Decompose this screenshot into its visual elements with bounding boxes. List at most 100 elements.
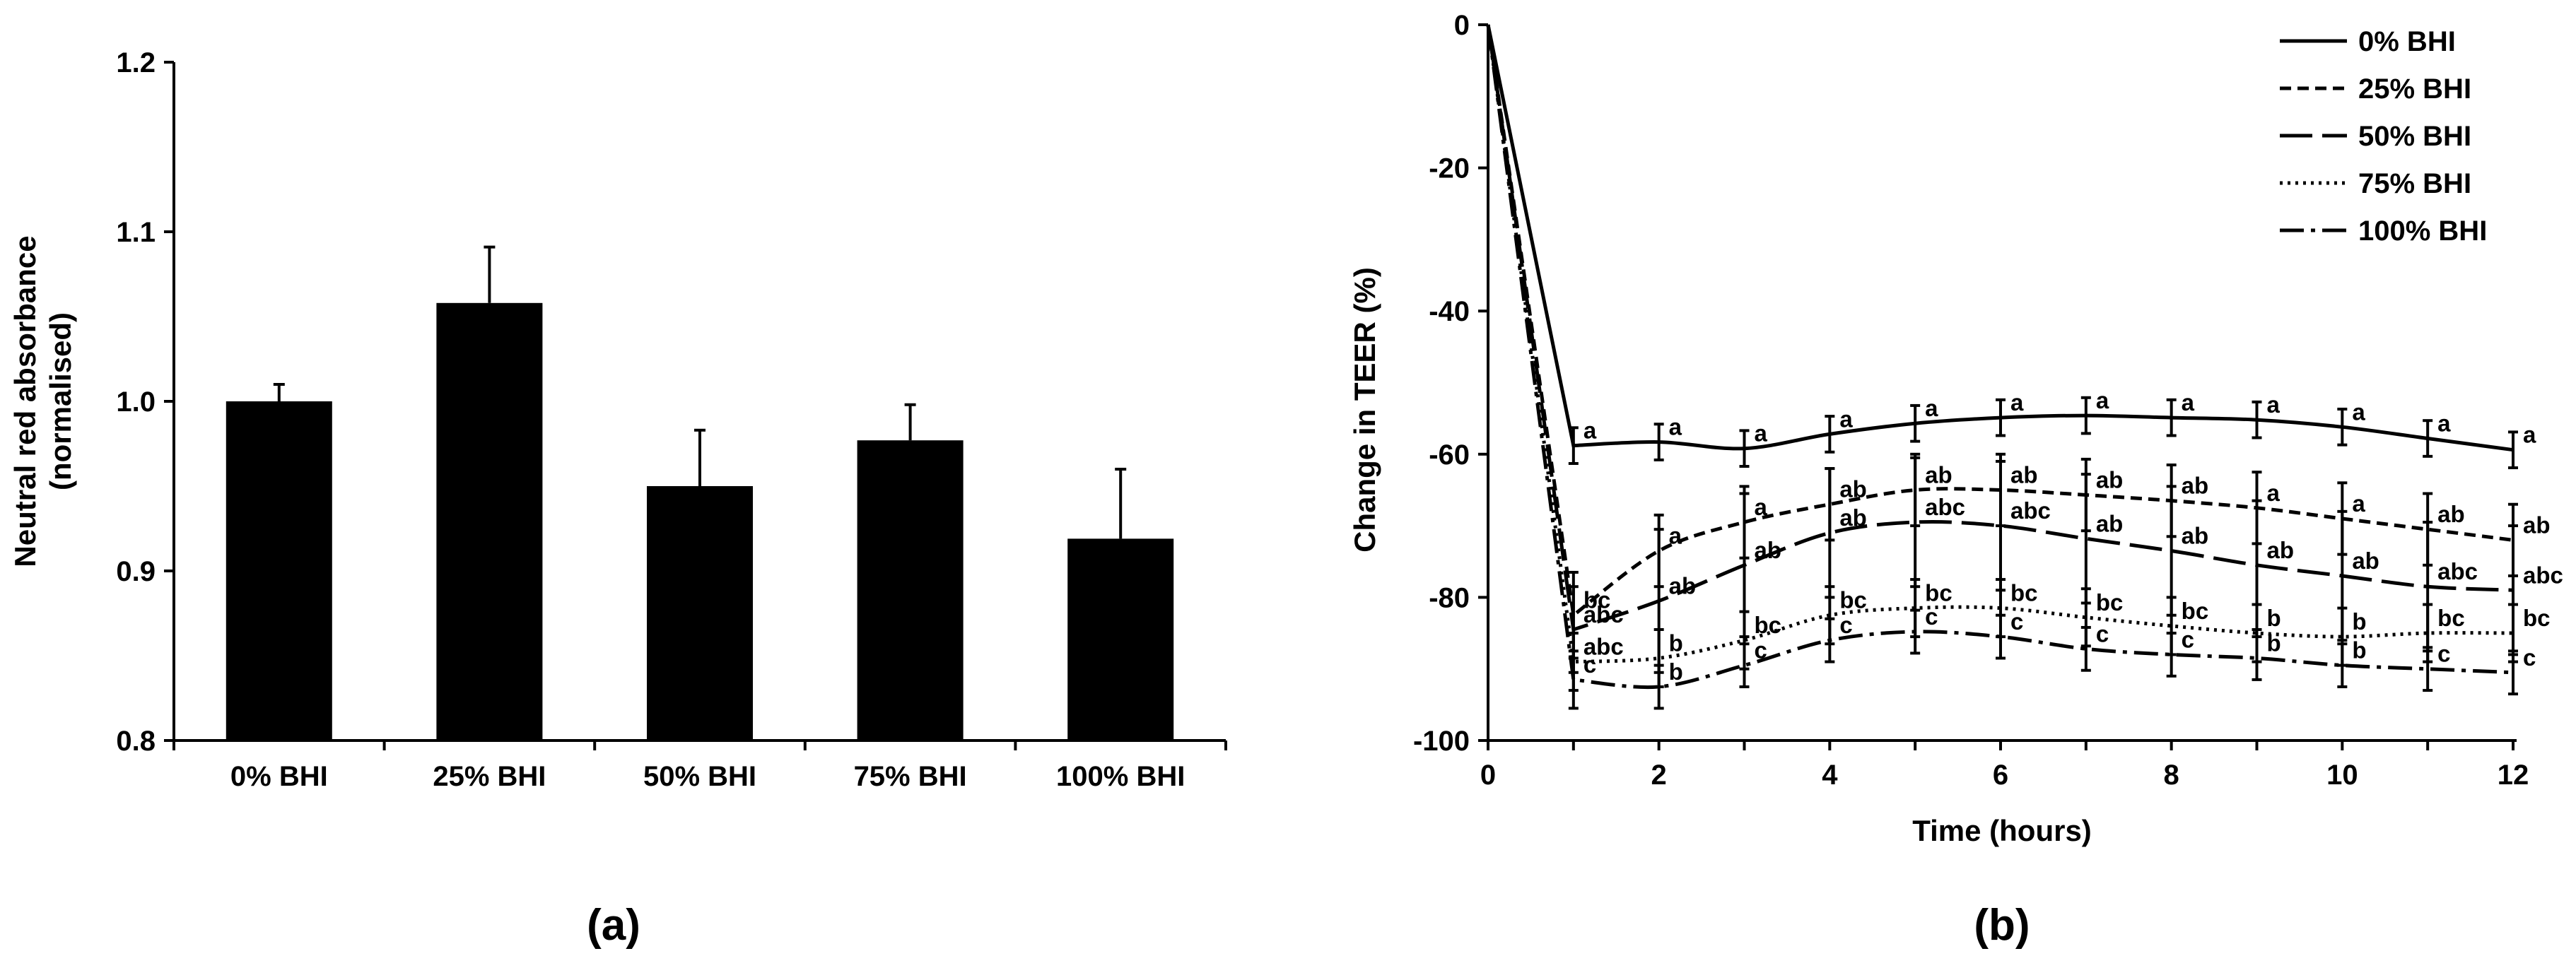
y-tick-label-2: 1.0 — [116, 386, 156, 418]
sig-label-s3-1: abc — [1583, 634, 1624, 660]
sig-label-s2-2: ab — [1669, 572, 1697, 598]
sig-label-s3-8: bc — [2182, 598, 2209, 624]
y-tick-label-4: 1.2 — [116, 47, 156, 78]
panel-label-b: (b) — [1974, 901, 2030, 950]
y-tick-label-1: -80 — [1429, 582, 1470, 613]
sig-label-s0-8: a — [2182, 389, 2195, 415]
sig-label-s3-2: b — [1669, 630, 1683, 656]
x-tick-label-2: 4 — [1822, 760, 1838, 791]
x-tick-label-4: 8 — [2164, 760, 2179, 791]
bar-series — [226, 302, 1174, 740]
legend: 0% BHI 25% BHI 50% BHI 75% BHI 100% BHI — [2280, 26, 2487, 247]
legend-label-0: 0% BHI — [2358, 26, 2456, 57]
series-line-1 — [1486, 24, 2514, 619]
error-bars — [1568, 396, 2518, 710]
sig-label-s2-10: ab — [2352, 548, 2379, 574]
sig-label-s0-3: a — [1755, 420, 1768, 447]
bar-4 — [1067, 538, 1174, 740]
sig-label-s1-4: ab — [1839, 476, 1867, 502]
series-line-2 — [1486, 24, 2514, 632]
sig-label-s3-4: bc — [1839, 587, 1867, 613]
sig-label-s0-5: a — [1925, 395, 1938, 421]
sig-label-s3-9: b — [2267, 605, 2281, 631]
sig-label-s3-7: bc — [2096, 589, 2124, 615]
sig-label-s4-12: c — [2523, 644, 2536, 671]
x-axis-label: Time (hours) — [1912, 814, 2092, 847]
sig-label-s4-8: c — [2182, 626, 2194, 652]
sig-label-s1-3: a — [1755, 494, 1768, 520]
x-tick-label-4: 100% BHI — [1056, 761, 1185, 792]
sig-label-s2-7: ab — [2096, 510, 2124, 536]
sig-label-s4-5: c — [1925, 603, 1938, 630]
sig-label-s3-6: bc — [2010, 580, 2038, 606]
x-tick-label-1: 2 — [1651, 760, 1667, 791]
sig-label-s2-5: abc — [1925, 494, 1965, 520]
sig-label-s1-6: ab — [2010, 461, 2038, 488]
sig-label-s3-10: b — [2352, 608, 2366, 635]
y-tick-label-3: 1.1 — [116, 217, 156, 248]
bar-3 — [857, 440, 964, 740]
sig-label-s0-10: a — [2352, 399, 2365, 425]
sig-label-s4-9: b — [2267, 630, 2281, 656]
sig-label-s4-3: c — [1755, 637, 1767, 663]
y-ticks: -100 -80 -60 -40 -20 0 — [1413, 10, 1488, 757]
x-tick-label-3: 75% BHI — [854, 761, 967, 792]
sig-label-s2-11: abc — [2437, 558, 2478, 584]
sig-label-s0-1: a — [1583, 418, 1597, 444]
panel-label-a: (a) — [587, 901, 640, 950]
sig-label-s0-4: a — [1839, 406, 1853, 432]
sig-label-s4-7: c — [2096, 620, 2109, 647]
y-tick-label-0: 0.8 — [116, 726, 156, 757]
series-line-0 — [1486, 24, 2514, 452]
sig-label-s3-3: bc — [1755, 612, 1782, 638]
y-tick-label-1: 0.9 — [116, 556, 156, 587]
sig-label-s4-6: c — [2010, 608, 2023, 635]
sig-label-s0-2: a — [1669, 414, 1682, 440]
x-tick-label-0: 0 — [1480, 760, 1496, 791]
sig-label-s1-5: ab — [1925, 461, 1953, 488]
sig-label-s0-7: a — [2096, 387, 2109, 413]
sig-label-s2-3: ab — [1755, 537, 1782, 563]
sig-label-s2-9: ab — [2267, 537, 2295, 563]
series-line-3 — [1486, 24, 2514, 664]
bar-2 — [647, 486, 753, 740]
x-tick-label-3: 6 — [1993, 760, 2008, 791]
y-ticks: 0.8 0.9 1.0 1.1 1.2 — [116, 47, 174, 757]
x-tick-label-2: 50% BHI — [643, 761, 756, 792]
sig-label-s0-9: a — [2267, 391, 2281, 418]
y-tick-label-2: -60 — [1429, 439, 1470, 471]
x-ticks: 0% BHI 25% BHI 50% BHI 75% BHI 100% BHI — [172, 740, 1227, 792]
sig-label-s4-2: b — [1669, 659, 1683, 685]
sig-label-s4-10: b — [2352, 637, 2366, 663]
x-tick-label-0: 0% BHI — [230, 761, 328, 792]
sig-label-s0-11: a — [2437, 411, 2451, 437]
sig-label-s3-5: bc — [1925, 580, 1953, 606]
y-axis-label: Change in TEER (%) — [1348, 267, 1381, 553]
sig-label-s4-11: c — [2437, 641, 2450, 667]
x-tick-label-1: 25% BHI — [433, 761, 546, 792]
sig-label-s2-4: ab — [1839, 504, 1867, 531]
sig-label-s2-12: abc — [2523, 562, 2563, 588]
x-tick-label-6: 12 — [2498, 760, 2529, 791]
sig-label-s1-11: ab — [2437, 501, 2465, 527]
sig-label-s2-6: abc — [2010, 497, 2051, 524]
sig-label-s0-6: a — [2010, 389, 2024, 415]
sig-label-s4-1: c — [1583, 651, 1596, 678]
legend-label-1: 25% BHI — [2358, 73, 2471, 105]
sig-label-s4-4: c — [1839, 612, 1852, 638]
x-tick-label-5: 10 — [2326, 760, 2358, 791]
bar-1 — [436, 302, 543, 740]
sig-label-s1-8: ab — [2182, 473, 2209, 499]
error-bars — [273, 245, 1127, 539]
y-tick-label-4: -20 — [1429, 153, 1470, 184]
x-ticks: 0 2 4 6 8 10 12 — [1480, 740, 2529, 791]
y-axis-label-line2: (normalised) — [44, 312, 77, 490]
legend-label-4: 100% BHI — [2358, 216, 2487, 247]
sig-label-s3-11: bc — [2437, 605, 2465, 631]
sig-label-s1-10: a — [2352, 490, 2365, 517]
bar-0 — [226, 401, 332, 740]
legend-label-3: 75% BHI — [2358, 168, 2471, 199]
